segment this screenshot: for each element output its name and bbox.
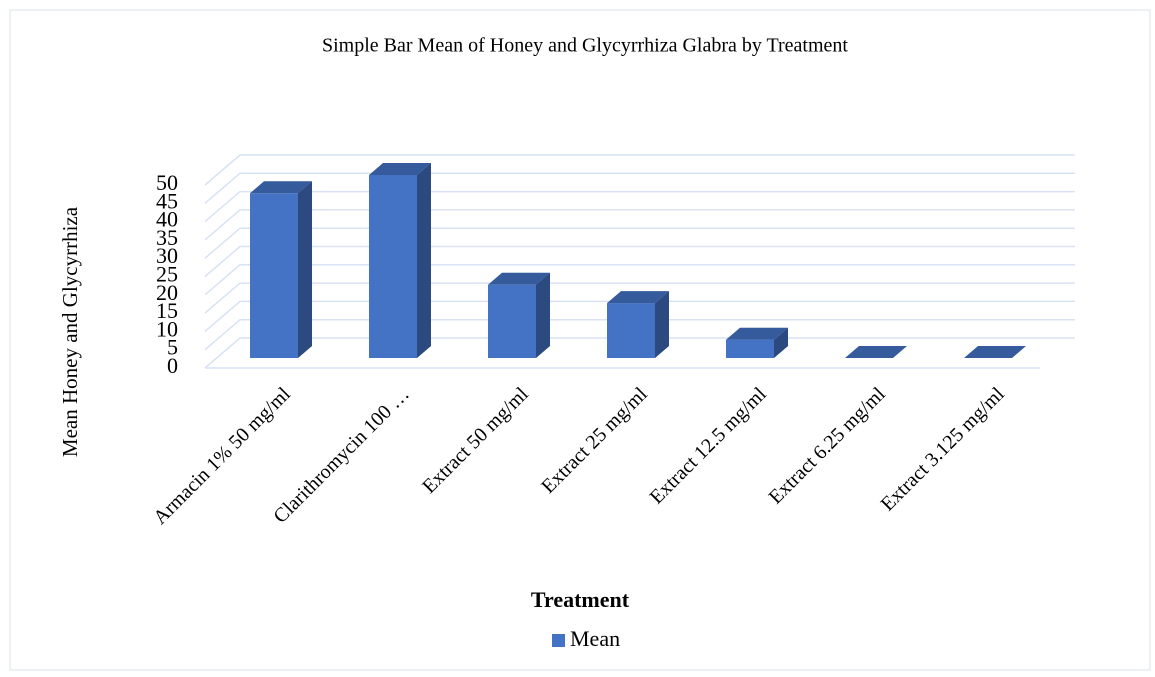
bar-top xyxy=(369,163,431,175)
bar-side-shade xyxy=(536,272,550,358)
bar-side-shade xyxy=(774,327,788,358)
bar-top-shade xyxy=(369,163,431,175)
bar-top xyxy=(607,291,669,304)
grid-line xyxy=(204,209,1075,241)
bar-front xyxy=(726,339,774,358)
y-tick-label: 40 xyxy=(156,207,178,232)
bar xyxy=(488,272,550,358)
y-tick-label: 15 xyxy=(156,298,178,323)
y-tick-label: 30 xyxy=(156,243,178,268)
bar-top xyxy=(488,272,550,285)
y-tick-label: 25 xyxy=(156,262,178,287)
bar-front xyxy=(488,284,536,358)
y-tick-label: 10 xyxy=(156,316,178,341)
y-tick-label: 0 xyxy=(167,353,178,378)
bar-top xyxy=(250,181,312,194)
grid-line xyxy=(204,337,1075,369)
bar-top-shade xyxy=(726,327,788,340)
bar-side-shade xyxy=(298,181,312,358)
bar xyxy=(964,346,1026,358)
bar xyxy=(250,181,312,358)
bar-top-shade xyxy=(964,346,1026,358)
y-tick-label: 50 xyxy=(156,170,178,195)
y-tick-label: 45 xyxy=(156,188,178,213)
chart-frame xyxy=(9,9,1151,671)
bar-top xyxy=(726,327,788,340)
legend-label: Mean xyxy=(570,626,620,651)
bar-front xyxy=(607,303,655,358)
bar xyxy=(369,163,431,358)
grid-line xyxy=(204,264,1075,296)
y-tick-label: 35 xyxy=(156,225,178,250)
y-tick-label: 20 xyxy=(156,280,178,305)
bar-front xyxy=(369,175,417,358)
grid-line xyxy=(204,154,1075,186)
grid-line xyxy=(204,190,1075,223)
bar-top xyxy=(845,346,907,358)
bar-top-shade xyxy=(250,181,312,194)
x-axis-title: Treatment xyxy=(531,587,630,612)
bar-side xyxy=(417,163,431,358)
grid-line xyxy=(204,300,1075,332)
bar xyxy=(845,346,907,358)
bar-side-shade xyxy=(655,291,669,358)
bar-top-shade xyxy=(488,272,550,285)
grid-line xyxy=(204,172,1075,204)
bar-side xyxy=(774,327,788,358)
grid-line xyxy=(204,282,1075,314)
bar-side xyxy=(536,272,550,358)
bar-top xyxy=(964,346,1026,358)
bar-front xyxy=(250,193,298,358)
legend-swatch xyxy=(552,634,565,647)
bar-side xyxy=(298,181,312,358)
grid-line xyxy=(204,245,1075,278)
bar-side xyxy=(655,291,669,358)
bar xyxy=(726,327,788,358)
bar-top-shade xyxy=(845,346,907,358)
grid-line xyxy=(204,227,1075,259)
bar-side-shade xyxy=(417,163,431,358)
y-tick-label: 5 xyxy=(167,335,178,360)
bar xyxy=(607,291,669,358)
grid-line xyxy=(204,318,1075,351)
chart-title: Simple Bar Mean of Honey and Glycyrrhiza… xyxy=(322,35,848,57)
y-axis-title: Mean Honey and Glycyrrhiza xyxy=(58,206,82,457)
bar-top-shade xyxy=(607,291,669,304)
